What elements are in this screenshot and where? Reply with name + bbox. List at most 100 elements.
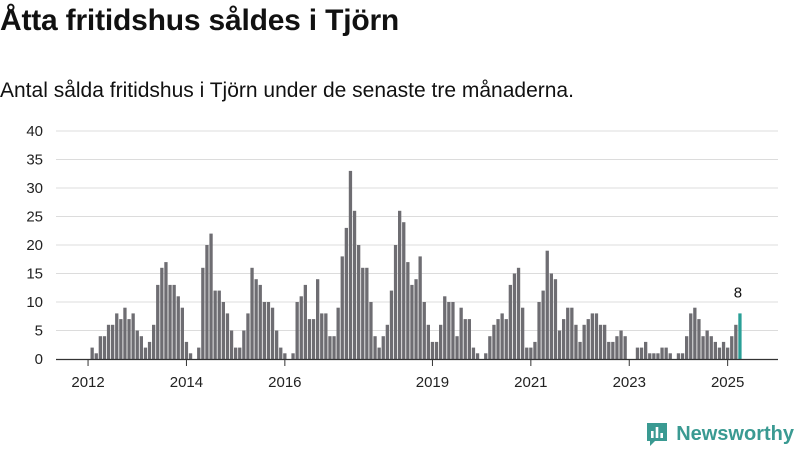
bar [734,324,738,359]
bar [393,245,398,359]
bar [598,324,603,359]
bar [615,336,619,359]
bar [697,319,701,359]
x-tick-label: 2021 [514,374,547,391]
bar [611,341,615,359]
bar [234,347,238,359]
bar [152,324,156,359]
bar [266,302,271,359]
bar [492,324,496,359]
bar [344,227,348,359]
bar [496,319,500,359]
bar [717,347,722,359]
bar [98,336,102,359]
bar [463,319,467,359]
bar [225,313,230,359]
bar [418,256,422,359]
chart-subtitle: Antal sålda fritidshus i Tjörn under de … [0,79,574,102]
bar [693,307,697,359]
bar [455,336,459,359]
bar [373,336,377,359]
bar [553,279,558,359]
y-tick-label: 5 [35,323,43,340]
bar [299,296,303,359]
bar [102,336,107,359]
bar [168,284,172,359]
bar [377,347,381,359]
bar [94,353,98,359]
bar [188,353,193,359]
bar [201,267,205,359]
bar [426,324,430,359]
y-tick-label: 0 [35,351,43,368]
bar [111,324,115,359]
bar [348,170,353,359]
x-tick-label: 2016 [268,374,301,391]
bar [644,341,648,359]
bar [656,353,660,359]
bar [320,313,324,359]
bar [570,307,574,359]
bar [660,347,664,359]
bar [127,319,131,359]
bar [525,347,529,359]
bar [414,279,418,359]
bar [529,347,533,359]
bar [340,256,344,359]
bar [270,307,275,359]
bar [209,233,213,359]
bar [619,330,623,359]
bar [139,336,143,359]
bar [594,313,599,359]
bar [709,336,713,359]
y-tick-label: 15 [26,266,43,283]
x-tick-label: 2019 [416,374,449,391]
bar [434,341,439,359]
bar [184,341,189,359]
bar [316,279,320,359]
bar [664,347,668,359]
bar [156,284,160,359]
newsworthy-logo-icon [647,423,668,446]
bar [246,313,250,359]
bars [90,170,742,359]
brand-logo: Newsworthy [645,420,794,448]
bar [291,353,295,359]
bar [603,324,607,359]
bar [439,324,443,359]
bar [689,313,693,359]
bar [352,210,357,359]
bar [471,347,476,359]
bar [205,245,209,359]
bar [459,307,463,359]
bar [361,267,365,359]
bar [512,273,517,359]
bar [541,290,545,359]
bar [279,347,283,359]
bar [398,210,402,359]
bar [295,302,299,359]
bar [484,353,488,359]
bar [283,353,287,359]
bar [242,330,246,359]
bar [422,302,426,359]
bar [705,330,709,359]
bar [311,319,316,359]
bar [521,307,525,359]
bar [389,290,394,359]
bar [549,273,553,359]
bar [607,341,611,359]
bar [652,353,656,359]
bar [262,302,266,359]
bar [147,341,152,359]
bar [586,319,590,359]
bar [131,313,135,359]
bar [566,307,570,359]
bar [713,341,717,359]
bar [574,324,578,359]
y-tick-label: 35 [26,152,43,169]
bar [172,284,176,359]
y-tick-label: 20 [26,237,43,254]
bar [229,330,234,359]
